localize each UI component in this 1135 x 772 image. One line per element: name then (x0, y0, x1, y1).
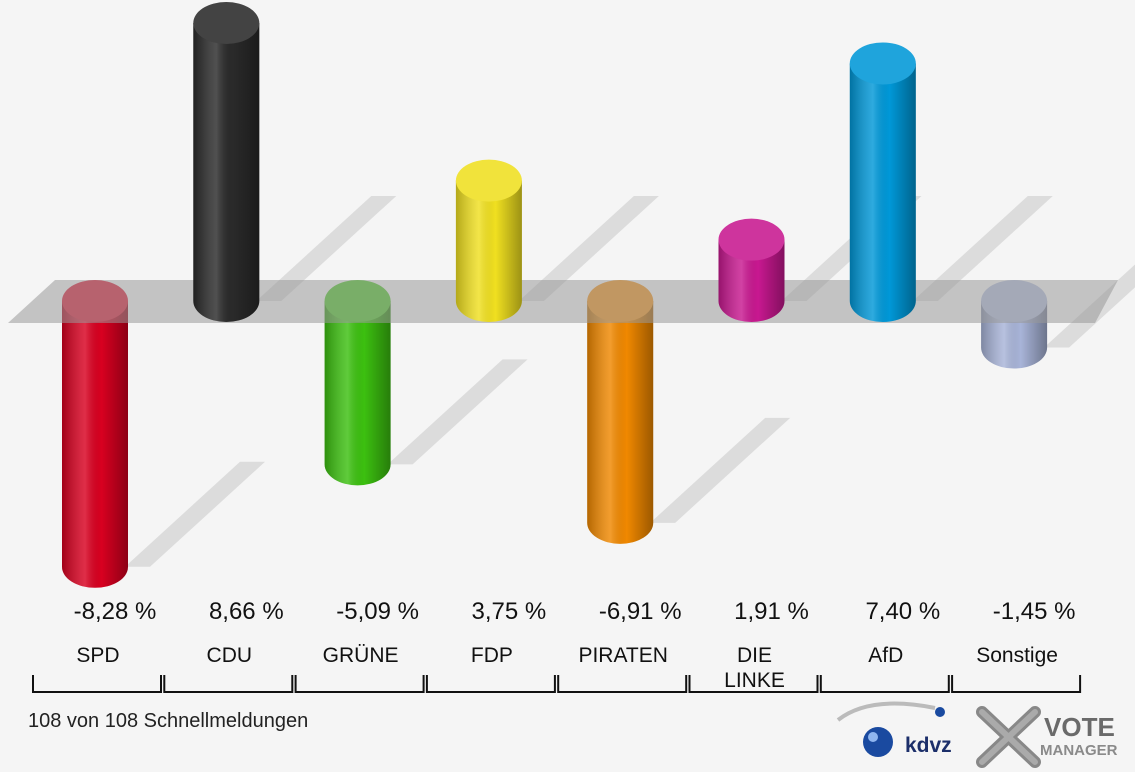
category-bracket (819, 675, 950, 693)
value-label: -6,91 % (599, 598, 682, 625)
category-label: PIRATEN (578, 644, 667, 667)
value-label: 7,40 % (865, 598, 940, 625)
brackets (32, 675, 1082, 693)
category-label: FDP (471, 644, 513, 667)
bar-cdu (193, 2, 260, 322)
category-bracket (557, 675, 688, 693)
value-label: 1,91 % (734, 598, 809, 625)
category-label: AfD (868, 644, 903, 667)
value-label: 3,75 % (472, 598, 547, 625)
bar-shadow (256, 196, 397, 301)
category-label: DIE (737, 644, 772, 667)
value-label: 8,66 % (209, 598, 284, 625)
category-label: CDU (207, 644, 253, 667)
bar-shadow (387, 359, 528, 465)
category-label: Sonstige (976, 644, 1058, 667)
bars-below-baseline (62, 280, 1048, 588)
kdvz-logo: kdvz (836, 701, 952, 757)
category-bracket (951, 675, 1082, 693)
bar-shadow (912, 196, 1053, 301)
labels: -8,28 % SPD 8,66 % CDU -5,09 % GRÜNE 3,75 % FDP… (74, 598, 1076, 692)
vote-manager-logo: VOTE MANAGER (976, 706, 1118, 768)
value-label: -5,09 % (336, 598, 419, 625)
category-bracket (294, 675, 425, 693)
footer-reports: 108 von 108 Schnellmeldungen (28, 710, 308, 732)
category-bracket (425, 675, 556, 693)
value-label: -1,45 % (993, 598, 1076, 625)
bar-afd (849, 42, 916, 323)
category-label: SPD (76, 644, 119, 667)
svg-text:MANAGER: MANAGER (1040, 742, 1118, 759)
category-label: LINKE (724, 669, 785, 692)
bar-spd (62, 280, 128, 588)
value-label: -8,28 % (74, 598, 157, 625)
bar-shadow (518, 196, 659, 301)
bar-die-linke (718, 218, 785, 322)
svg-text:VOTE: VOTE (1044, 712, 1115, 742)
bar-shadow (125, 461, 265, 567)
bars-above-baseline (193, 2, 916, 323)
category-bracket (688, 675, 819, 693)
category-label: GRÜNE (323, 644, 399, 667)
baseline-band (8, 280, 1118, 323)
category-bracket (163, 675, 294, 693)
bar-fdp (455, 159, 522, 323)
bar-shadow (650, 417, 791, 523)
category-bracket (32, 675, 162, 693)
svg-text:kdvz: kdvz (905, 734, 952, 757)
